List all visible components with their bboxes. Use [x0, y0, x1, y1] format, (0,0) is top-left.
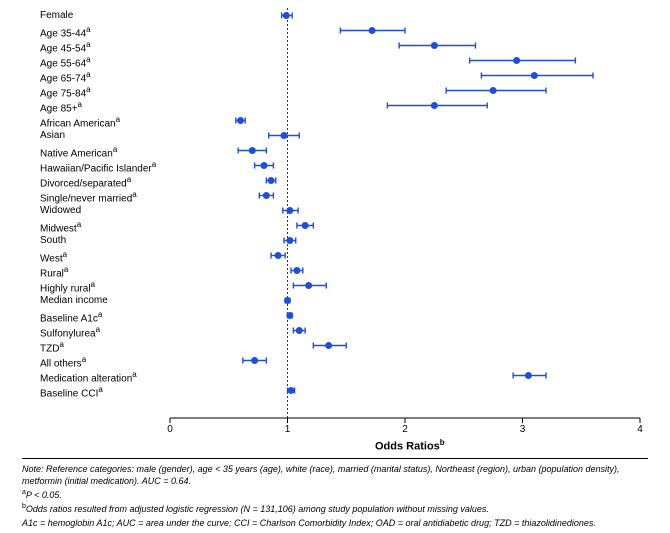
- footnote-note: Note: Reference categories: male (gender…: [22, 463, 648, 487]
- x-tick-label: 2: [402, 424, 408, 435]
- footnote-b: bOdds ratios resulted from adjusted logi…: [22, 502, 648, 515]
- footnote-abbrev: A1c = hemoglobin A1c; AUC = area under t…: [22, 517, 648, 529]
- plot-area: FemaleAge 35-44aAge 45-54aAge 55-64aAge …: [0, 0, 670, 450]
- x-tick-label: 3: [520, 424, 526, 435]
- footnotes: Note: Reference categories: male (gender…: [22, 458, 648, 530]
- x-axis-label: Odds Ratiosb: [375, 438, 445, 453]
- figure-container: FemaleAge 35-44aAge 45-54aAge 55-64aAge …: [0, 0, 670, 533]
- x-tick-label: 4: [637, 424, 643, 435]
- x-tick-label: 0: [167, 424, 173, 435]
- forest-plot-svg: [0, 0, 670, 450]
- footnote-a: aP < 0.05.: [22, 488, 648, 501]
- x-tick-label: 1: [285, 424, 291, 435]
